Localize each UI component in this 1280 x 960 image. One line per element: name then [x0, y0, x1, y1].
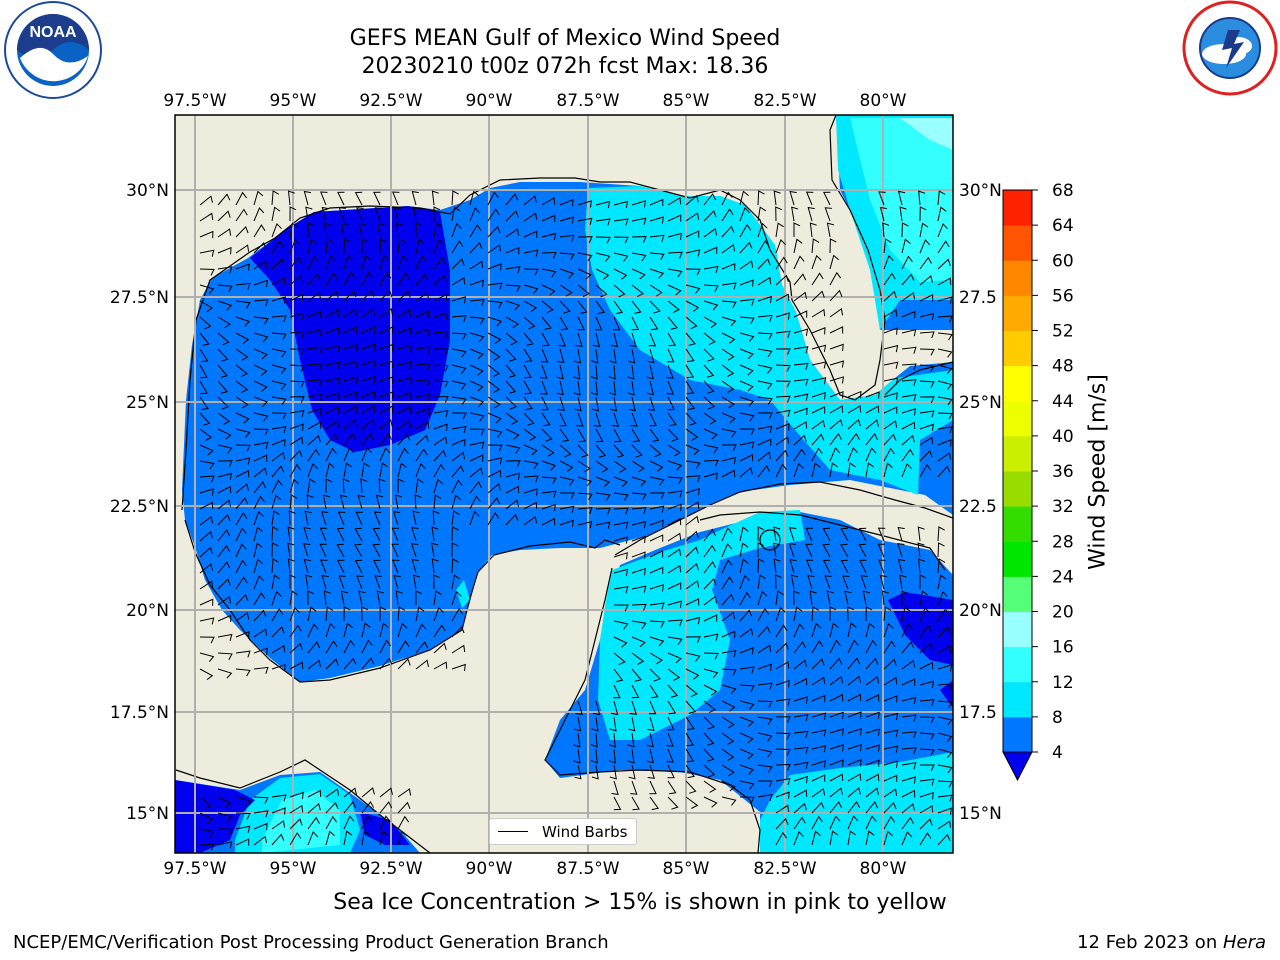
- colorbar-segment: [1003, 330, 1032, 367]
- noaa-logo-icon: NOAA: [4, 1, 102, 99]
- lon-tick-bottom: 95°W: [270, 859, 317, 879]
- nws-logo-icon: [1182, 0, 1278, 96]
- lon-tick-bottom: 87.5°W: [556, 859, 619, 879]
- lat-tick-right: 30°N: [959, 181, 1002, 201]
- colorbar-tick: 40: [1052, 427, 1074, 447]
- wind-barbs: [199, 190, 953, 851]
- colorbar-segment: [1003, 225, 1032, 261]
- colorbar-tick: 24: [1052, 567, 1074, 587]
- lon-tick-top: 97.5°W: [163, 91, 226, 111]
- colorbar-segment: [1003, 541, 1032, 577]
- colorbar-tick: 32: [1052, 497, 1074, 517]
- lat-tick-right: 17.5: [959, 703, 997, 723]
- colorbar-tick: 28: [1052, 532, 1074, 552]
- lat-tick-left: 20°N: [126, 601, 169, 621]
- lon-tick-bottom: 82.5°W: [753, 859, 816, 879]
- colorbar-tick: 36: [1052, 462, 1074, 482]
- colorbar-segment: [1003, 716, 1032, 753]
- colorbar-tick: 12: [1052, 673, 1074, 693]
- footer-machine: Hera: [1222, 932, 1266, 953]
- colorbar-tick: 20: [1052, 603, 1074, 623]
- sea-ice-note: Sea Ice Concentration > 15% is shown in …: [333, 890, 947, 915]
- colorbar-tick: 8: [1052, 708, 1063, 728]
- lon-tick-top: 90°W: [466, 91, 513, 111]
- map-frame: [174, 114, 954, 854]
- colorbar-segment: [1003, 400, 1032, 437]
- colorbar-segment: [1003, 576, 1032, 612]
- colorbar-tick: 60: [1052, 251, 1074, 271]
- cyan-eastern-gulf: [585, 186, 953, 495]
- lat-tick-left: 15°N: [126, 804, 169, 824]
- colorbar-segment: [1003, 646, 1032, 683]
- lat-tick-right: 15°N: [959, 804, 1002, 824]
- lon-tick-top: 95°W: [270, 91, 317, 111]
- lat-tick-left: 30°N: [126, 181, 169, 201]
- lon-tick-bottom: 85°W: [663, 859, 710, 879]
- darkblue-western-gulf: [250, 206, 450, 452]
- colorbar-tick: 56: [1052, 286, 1074, 306]
- colorbar-segment: [1003, 611, 1032, 648]
- colorbar-extend-arrow: [1002, 751, 1033, 782]
- colorbar-segment: [1003, 681, 1032, 718]
- footer-date: 12 Feb 2023 on Hera: [1077, 932, 1266, 953]
- lat-tick-right: 22.5: [959, 497, 997, 517]
- colorbar-tick: 4: [1052, 743, 1063, 763]
- colorbar-tick: 64: [1052, 216, 1074, 236]
- colorbar-segment: [1003, 471, 1032, 507]
- graticule: [175, 115, 953, 853]
- lon-tick-top: 92.5°W: [359, 91, 422, 111]
- legend-label: Wind Barbs: [542, 823, 628, 841]
- lon-tick-top: 80°W: [860, 91, 907, 111]
- colorbar-segment: [1003, 506, 1032, 542]
- lat-tick-left: 17.5°N: [110, 703, 169, 723]
- footer-date-text: 12 Feb 2023 on: [1077, 932, 1223, 953]
- lat-tick-left: 25°N: [126, 393, 169, 413]
- colorbar-segment: [1003, 295, 1032, 331]
- colorbar-tick: 52: [1052, 322, 1074, 342]
- lon-tick-top: 87.5°W: [556, 91, 619, 111]
- chart-subtitle-run: 20230210 t00z 072h fcst Max: 18.36: [361, 54, 769, 79]
- lon-tick-bottom: 80°W: [860, 859, 907, 879]
- colorbar-tick: 16: [1052, 638, 1074, 658]
- map-area: [175, 115, 953, 853]
- lat-tick-left: 22.5°N: [110, 497, 169, 517]
- lon-tick-top: 85°W: [663, 91, 710, 111]
- footer-credit: NCEP/EMC/Verification Post Processing Pr…: [13, 932, 609, 953]
- lat-tick-right: 27.5: [959, 288, 997, 308]
- lat-tick-left: 27.5°N: [110, 288, 169, 308]
- colorbar-segment: [1003, 365, 1032, 402]
- chart-title: GEFS MEAN Gulf of Mexico Wind Speed: [349, 26, 781, 51]
- axis-tick-labels: 97.5°W 97.5°W 95°W 95°W 92.5°W 92.5°W 90°W 90°W…: [110, 91, 1002, 879]
- colorbar-label: Wind Speed [m/s]: [1085, 374, 1111, 570]
- cyan-yucatan: [598, 510, 805, 740]
- lon-tick-bottom: 97.5°W: [163, 859, 226, 879]
- lon-tick-bottom: 92.5°W: [359, 859, 422, 879]
- colorbar-segment: [1003, 260, 1032, 296]
- lat-tick-right: 25°N: [959, 393, 1002, 413]
- colorbar-segment: [1003, 190, 1032, 226]
- lat-tick-right: 20°N: [959, 601, 1002, 621]
- lon-tick-top: 82.5°W: [753, 91, 816, 111]
- colorbar-tick: 48: [1052, 357, 1074, 377]
- colorbar-segment: [1003, 435, 1032, 472]
- wind-barbs-legend: Wind Barbs: [489, 818, 637, 845]
- colorbar-tick: 44: [1052, 392, 1074, 412]
- svg-text:NOAA: NOAA: [29, 24, 77, 41]
- colorbar-tick: 68: [1052, 181, 1074, 201]
- legend-line-icon: [498, 831, 528, 832]
- lon-tick-bottom: 90°W: [466, 859, 513, 879]
